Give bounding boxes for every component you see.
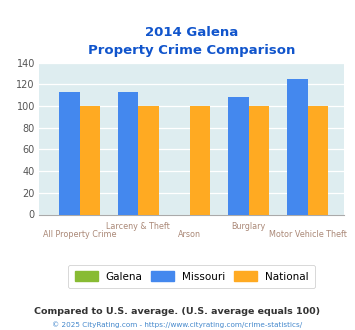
Text: Motor Vehicle Theft: Motor Vehicle Theft: [269, 230, 346, 239]
Text: All Property Crime: All Property Crime: [43, 230, 116, 239]
Text: © 2025 CityRating.com - https://www.cityrating.com/crime-statistics/: © 2025 CityRating.com - https://www.city…: [53, 322, 302, 328]
Bar: [287, 79, 307, 214]
Bar: [118, 92, 138, 214]
Bar: [138, 106, 159, 214]
Bar: [190, 106, 211, 214]
Bar: [80, 106, 100, 214]
Text: Burglary: Burglary: [231, 222, 266, 231]
Text: Compared to U.S. average. (U.S. average equals 100): Compared to U.S. average. (U.S. average …: [34, 307, 321, 316]
Bar: [307, 106, 328, 214]
Text: Arson: Arson: [178, 230, 201, 239]
Bar: [59, 92, 80, 214]
Title: 2014 Galena
Property Crime Comparison: 2014 Galena Property Crime Comparison: [88, 26, 295, 57]
Bar: [228, 97, 249, 214]
Legend: Galena, Missouri, National: Galena, Missouri, National: [69, 265, 315, 288]
Text: Larceny & Theft: Larceny & Theft: [106, 222, 170, 231]
Bar: [249, 106, 269, 214]
